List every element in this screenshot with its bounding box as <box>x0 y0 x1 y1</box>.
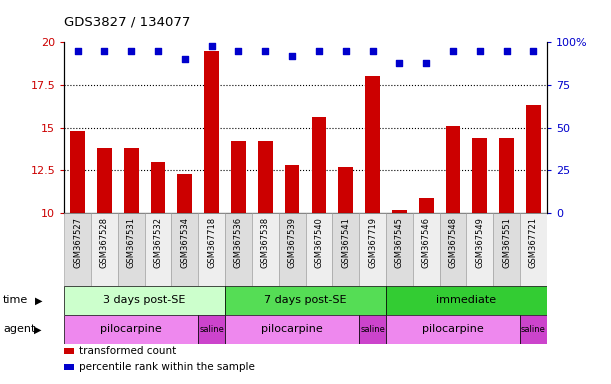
Bar <box>439 213 466 286</box>
Text: GDS3827 / 134077: GDS3827 / 134077 <box>64 16 191 29</box>
Bar <box>177 174 192 213</box>
Text: ▶: ▶ <box>35 295 43 306</box>
Text: 3 days post-SE: 3 days post-SE <box>103 295 186 306</box>
Point <box>368 48 378 54</box>
Point <box>529 48 538 54</box>
Text: GSM367718: GSM367718 <box>207 217 216 268</box>
Text: transformed count: transformed count <box>79 346 176 356</box>
Text: GSM367719: GSM367719 <box>368 217 377 268</box>
Bar <box>419 198 434 213</box>
Bar <box>466 213 493 286</box>
Bar <box>64 286 225 315</box>
Text: GSM367548: GSM367548 <box>448 217 458 268</box>
Point <box>207 43 216 49</box>
Bar <box>338 167 353 213</box>
Bar <box>332 213 359 286</box>
Bar <box>225 286 386 315</box>
Text: GSM367545: GSM367545 <box>395 217 404 268</box>
Bar <box>472 138 487 213</box>
Bar <box>520 213 547 286</box>
Bar <box>499 138 514 213</box>
Text: ▶: ▶ <box>34 324 41 334</box>
Bar <box>386 286 547 315</box>
Bar <box>279 213 306 286</box>
Point <box>422 60 431 66</box>
Text: GSM367546: GSM367546 <box>422 217 431 268</box>
Point <box>153 48 163 54</box>
Text: pilocarpine: pilocarpine <box>100 324 162 334</box>
Bar <box>172 213 198 286</box>
Point <box>233 48 243 54</box>
Point <box>395 60 404 66</box>
Bar <box>386 315 520 344</box>
Bar <box>258 141 273 213</box>
Text: GSM367539: GSM367539 <box>288 217 296 268</box>
Text: GSM367551: GSM367551 <box>502 217 511 268</box>
Bar <box>64 315 198 344</box>
Point <box>314 48 324 54</box>
Bar <box>145 213 172 286</box>
Point <box>341 48 351 54</box>
Bar <box>365 76 380 213</box>
Bar <box>118 213 145 286</box>
Point <box>180 56 190 62</box>
Text: pilocarpine: pilocarpine <box>262 324 323 334</box>
Bar <box>198 315 225 344</box>
Text: GSM367536: GSM367536 <box>234 217 243 268</box>
Text: immediate: immediate <box>436 295 497 306</box>
Bar <box>124 148 139 213</box>
Bar <box>64 213 91 286</box>
Bar <box>392 210 407 213</box>
Bar <box>91 213 118 286</box>
Text: agent: agent <box>3 324 35 334</box>
Text: percentile rank within the sample: percentile rank within the sample <box>79 362 255 372</box>
Bar <box>151 162 166 213</box>
Bar <box>225 315 359 344</box>
Point <box>100 48 109 54</box>
Text: 7 days post-SE: 7 days post-SE <box>264 295 347 306</box>
Point <box>126 48 136 54</box>
Bar <box>225 213 252 286</box>
Point <box>260 48 270 54</box>
Text: GSM367549: GSM367549 <box>475 217 485 268</box>
Point <box>287 53 297 59</box>
Bar <box>526 106 541 213</box>
Text: time: time <box>3 295 28 306</box>
Text: GSM367531: GSM367531 <box>126 217 136 268</box>
Point <box>475 48 485 54</box>
Bar <box>64 348 74 354</box>
Text: GSM367538: GSM367538 <box>261 217 270 268</box>
Bar <box>204 51 219 213</box>
Text: GSM367528: GSM367528 <box>100 217 109 268</box>
Bar <box>386 213 413 286</box>
Bar <box>64 364 74 370</box>
Text: GSM367540: GSM367540 <box>315 217 323 268</box>
Text: GSM367527: GSM367527 <box>73 217 82 268</box>
Text: saline: saline <box>521 325 546 334</box>
Bar <box>70 131 85 213</box>
Bar <box>413 213 439 286</box>
Bar <box>252 213 279 286</box>
Text: saline: saline <box>199 325 224 334</box>
Bar <box>493 213 520 286</box>
Text: pilocarpine: pilocarpine <box>422 324 484 334</box>
Point <box>502 48 511 54</box>
Bar <box>445 126 460 213</box>
Point <box>448 48 458 54</box>
Bar <box>285 165 299 213</box>
Point <box>73 48 82 54</box>
Text: saline: saline <box>360 325 385 334</box>
Text: GSM367532: GSM367532 <box>153 217 163 268</box>
Bar <box>198 213 225 286</box>
Bar <box>359 315 386 344</box>
Bar <box>312 118 326 213</box>
Bar <box>306 213 332 286</box>
Bar <box>231 141 246 213</box>
Bar <box>97 148 112 213</box>
Text: GSM367541: GSM367541 <box>341 217 350 268</box>
Bar <box>359 213 386 286</box>
Text: GSM367534: GSM367534 <box>180 217 189 268</box>
Bar <box>520 315 547 344</box>
Text: GSM367721: GSM367721 <box>529 217 538 268</box>
